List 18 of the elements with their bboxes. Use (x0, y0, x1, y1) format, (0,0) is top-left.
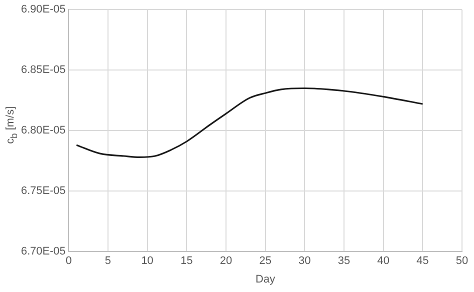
x-tick-label: 20 (220, 255, 232, 268)
x-tick-label: 15 (180, 255, 193, 268)
y-tick-label: 6.75E-05 (20, 185, 66, 198)
y-tick-label: 6.85E-05 (20, 64, 66, 76)
y-tick-label: 6.80E-05 (20, 124, 66, 137)
x-tick-label: 0 (66, 255, 72, 268)
x-tick-label: 40 (377, 255, 390, 268)
x-tick-label: 50 (456, 255, 468, 268)
x-tick-label: 5 (104, 255, 112, 268)
x-tick-label: 45 (416, 255, 429, 268)
x-tick-label: 30 (298, 255, 311, 268)
x-tick-label: 10 (141, 255, 154, 268)
x-tick-label: 25 (259, 255, 272, 268)
x-tick-label: 35 (338, 255, 350, 268)
y-tick-label: 6.90E-05 (20, 4, 66, 16)
y-tick-label: 6.70E-05 (20, 246, 66, 258)
x-axis-title: Day (256, 273, 276, 286)
line-series (76, 87, 424, 158)
